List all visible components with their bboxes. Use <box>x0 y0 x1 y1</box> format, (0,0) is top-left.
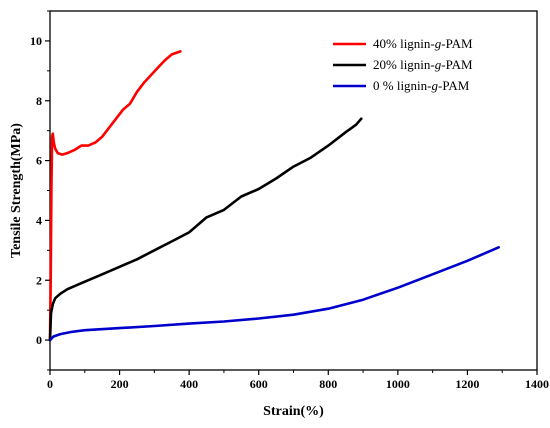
legend-label-part: 40% lignin- <box>373 36 435 51</box>
series-line <box>48 117 363 342</box>
series-line <box>48 50 182 342</box>
y-axis-ticks: 0 2 4 6 8 10 <box>30 10 50 371</box>
x-tick-label: 0 <box>47 377 53 391</box>
y-tick-label: 4 <box>36 213 42 227</box>
legend-label: 40% lignin-g-PAM <box>373 36 473 51</box>
x-tick-label: 800 <box>319 377 337 391</box>
x-tick-label: 1400 <box>525 377 549 391</box>
series-lines <box>48 50 500 342</box>
legend-label-part: g <box>432 78 439 93</box>
legend-label-part: g <box>435 36 442 51</box>
series-line <box>48 246 500 342</box>
x-tick-label: 600 <box>250 377 268 391</box>
legend-label-part: -PAM <box>441 57 473 72</box>
legend-label-part: -PAM <box>441 36 473 51</box>
legend-label-part: -PAM <box>438 78 470 93</box>
x-axis-title: Strain(%) <box>263 404 324 419</box>
y-axis-title: Tensile Strength(MPa) <box>9 123 24 258</box>
x-tick-label: 1000 <box>386 377 410 391</box>
y-tick-label: 2 <box>36 273 42 287</box>
legend-label: 20% lignin-g-PAM <box>373 57 473 72</box>
legend-label-part: g <box>435 57 442 72</box>
x-tick-label: 400 <box>180 377 198 391</box>
y-tick-label: 0 <box>36 333 42 347</box>
legend-label-part: 20% lignin- <box>373 57 435 72</box>
x-tick-label: 1200 <box>455 377 479 391</box>
legend-label-part: 0 % lignin- <box>373 78 432 93</box>
y-tick-label: 8 <box>36 94 42 108</box>
plot-area: 0 200 400 600 800 1000 1200 1400 0 2 4 6 8 10 <box>30 10 549 391</box>
y-tick-label: 10 <box>30 34 42 48</box>
y-tick-label: 6 <box>36 154 42 168</box>
x-axis-ticks: 0 200 400 600 800 1000 1200 1400 <box>47 370 549 391</box>
legend-label: 0 % lignin-g-PAM <box>373 78 470 93</box>
x-tick-label: 200 <box>111 377 129 391</box>
